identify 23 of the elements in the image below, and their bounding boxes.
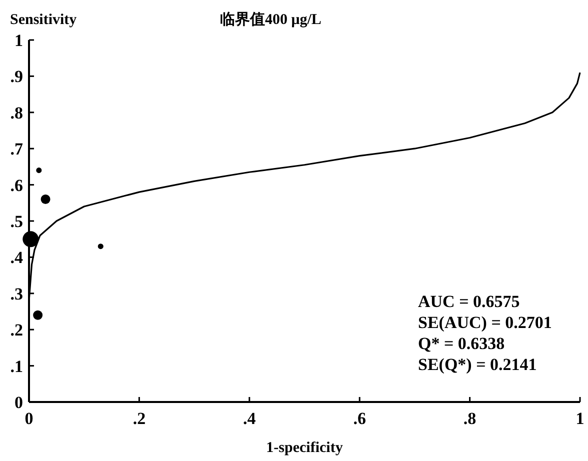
y-tick-label: 0 <box>14 393 23 412</box>
annotation: AUC = 0.6575 <box>418 292 520 311</box>
y-tick-label: .7 <box>10 140 24 159</box>
y-tick-label: .9 <box>10 67 23 86</box>
y-tick-label: .5 <box>10 212 23 231</box>
x-tick-label: .6 <box>353 409 366 428</box>
y-tick-label: 1 <box>14 31 23 50</box>
y-axis-title: Sensitivity <box>10 12 78 28</box>
y-tick-label: .8 <box>10 103 23 122</box>
y-tick-label: .3 <box>10 284 23 304</box>
y-tick-label: .4 <box>10 248 24 268</box>
annotation: SE(AUC) = 0.2701 <box>418 313 552 332</box>
annotation: Q* = 0.6338 <box>418 334 505 353</box>
y-tick-label: .6 <box>10 176 23 195</box>
x-axis-title: 1-specificity <box>266 440 344 456</box>
x-tick-label: .2 <box>132 409 146 428</box>
annotation: SE(Q*) = 0.2141 <box>418 355 537 374</box>
y-tick-label: .1 <box>10 356 23 376</box>
chart-title: 临界值400 μg/L <box>220 11 322 28</box>
x-tick-label: .4 <box>243 409 256 428</box>
x-tick-label: .8 <box>463 409 476 428</box>
x-tick-label: 1 <box>576 409 584 428</box>
y-tick-label: .2 <box>10 320 23 340</box>
